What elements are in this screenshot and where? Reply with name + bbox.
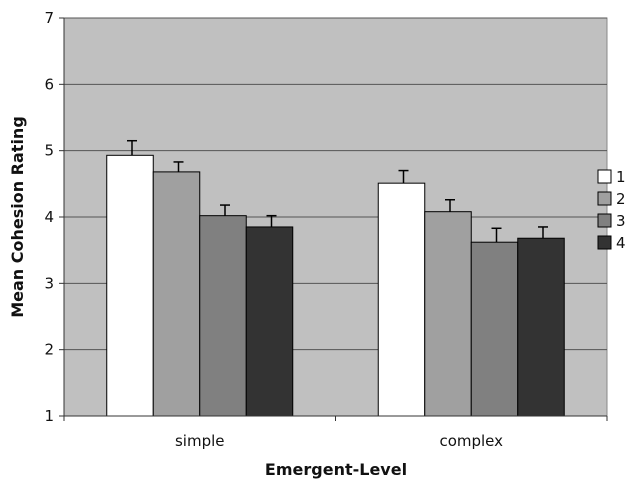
bar [517,237,565,417]
error-bars [127,139,548,243]
y-axis-title: Mean Cohesion Rating [8,116,27,318]
x-tick-label: simple [175,432,225,450]
y-tick-labels: 1 2 3 4 5 6 7 [44,9,54,425]
legend-label: 1 [616,168,626,186]
bar [199,215,247,417]
bar [152,171,201,417]
y-tick-label: 1 [44,407,54,425]
legend-swatch [597,169,612,184]
axes [59,17,608,421]
legend-swatch [597,213,612,228]
y-tick-label: 4 [44,208,54,226]
y-tick-label: 6 [44,75,54,93]
bar [377,182,426,417]
x-axis-title: Emergent-Level [265,460,407,479]
x-tick-label: complex [439,432,503,450]
x-tick-labels: simple complex [175,432,503,450]
legend-label: 3 [616,212,626,230]
legend-label: 4 [616,234,626,252]
bar [470,241,519,417]
y-tick-label: 7 [44,9,54,27]
bar [245,226,294,417]
legend: 1 2 3 4 [597,168,626,252]
bar [424,211,472,417]
legend-label: 2 [616,190,626,208]
legend-swatch [597,235,612,250]
bars [106,154,565,417]
y-tick-label: 2 [44,341,54,359]
legend-swatch [597,191,612,206]
bar [106,154,154,417]
y-tick-label: 3 [44,274,54,292]
y-tick-label: 5 [44,142,54,160]
